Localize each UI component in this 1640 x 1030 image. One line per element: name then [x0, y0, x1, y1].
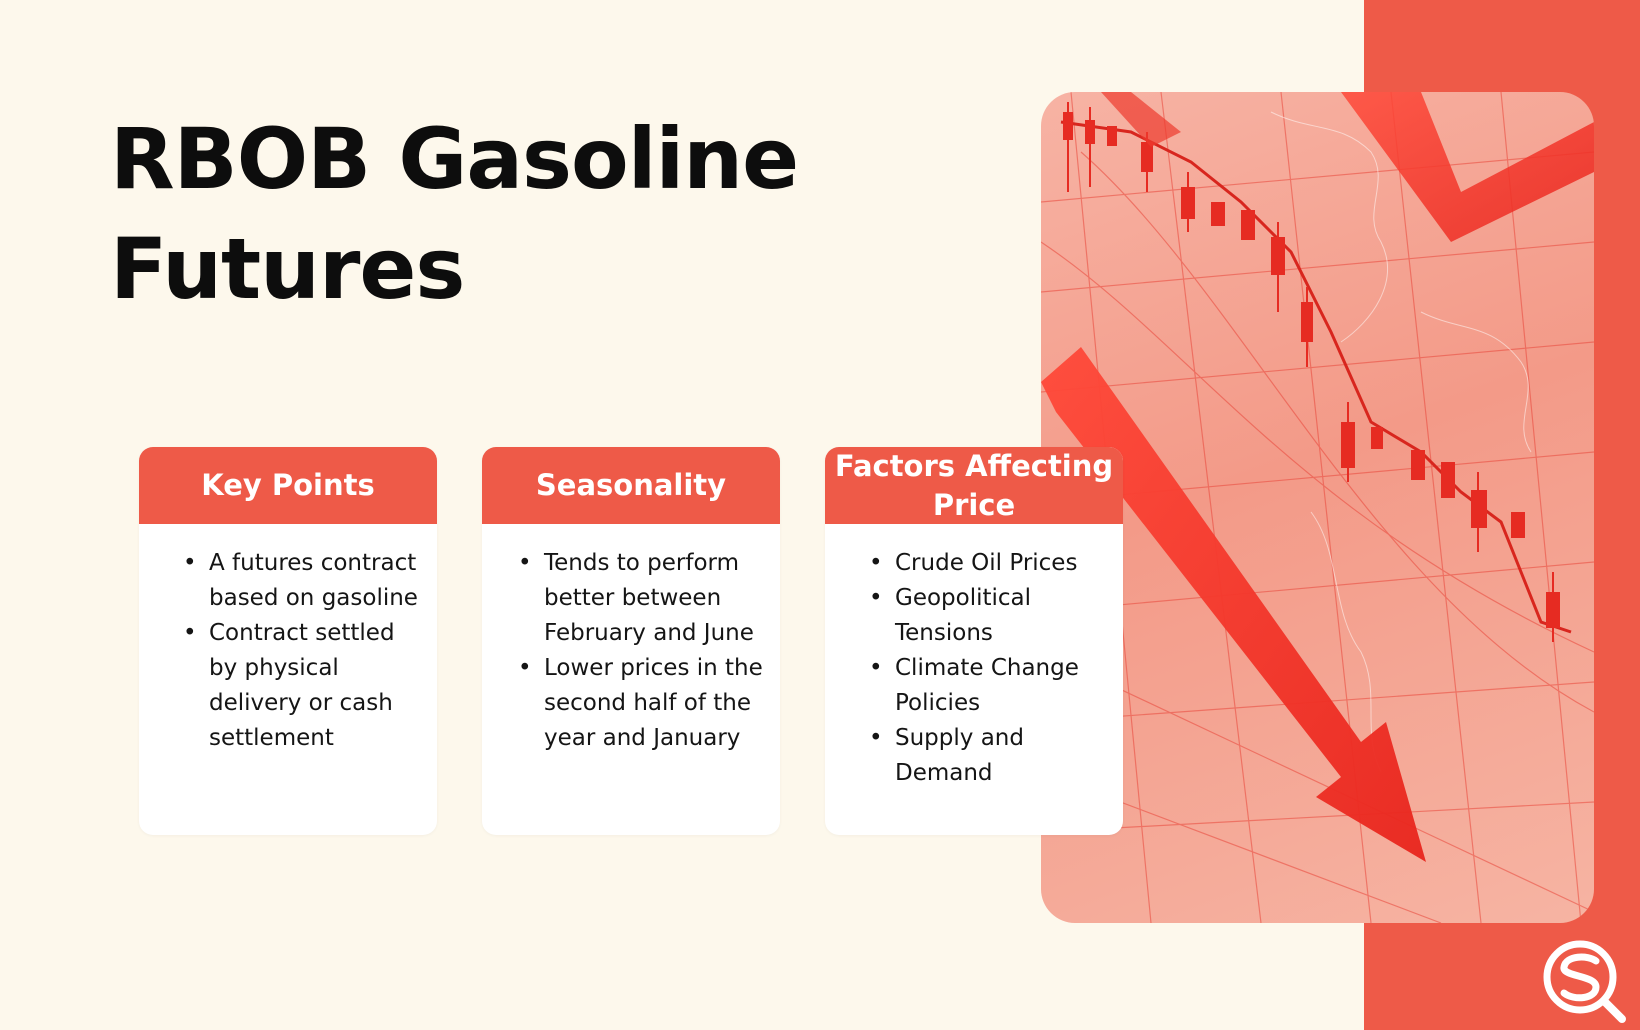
key-points-list: A futures contract based on gasoline Con… [139, 546, 437, 756]
title-line-1: RBOB Gasoline [110, 110, 799, 208]
title-line-2: Futures [110, 220, 465, 318]
list-item: Lower prices in the second half of the y… [518, 651, 780, 756]
list-item: Supply and Demand [869, 721, 1123, 791]
list-item: Climate Change Policies [869, 651, 1123, 721]
downtrend-chart-image [1041, 92, 1594, 923]
key-points-card: Key Points A futures contract based on g… [139, 447, 437, 835]
sq-logo-icon [1543, 940, 1626, 1023]
downtrend-chart-illustration [1041, 92, 1594, 923]
list-item: Crude Oil Prices [869, 546, 1123, 581]
card-header-key-points: Key Points [139, 447, 437, 524]
list-item: Geopolitical Tensions [869, 581, 1123, 651]
list-item: Contract settled by physical delivery or… [183, 616, 437, 756]
list-item: Tends to perform better between February… [518, 546, 780, 651]
card-header-seasonality: Seasonality [482, 447, 780, 524]
seasonality-card: Seasonality Tends to perform better betw… [482, 447, 780, 835]
factors-list: Crude Oil Prices Geopolitical Tensions C… [825, 546, 1123, 791]
page-title: RBOB Gasoline Futures [110, 104, 830, 324]
seasonality-list: Tends to perform better between February… [482, 546, 780, 756]
list-item: A futures contract based on gasoline [183, 546, 437, 616]
factors-card: Factors Affecting Price Crude Oil Prices… [825, 447, 1123, 835]
card-header-factors: Factors Affecting Price [825, 447, 1123, 524]
